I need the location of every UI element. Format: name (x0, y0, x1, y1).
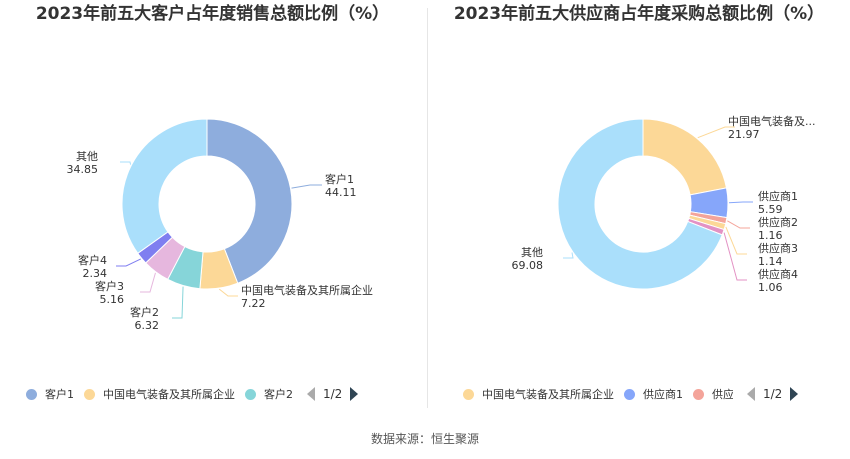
legend-label: 中国电气装备及其所属企业 (482, 388, 614, 401)
legend-marker (463, 388, 474, 400)
chart-title: 2023年前五大供应商占年度采购总额比例（%） (453, 4, 825, 24)
supplier-chart-panel: 2023年前五大供应商占年度采购总额比例（%） 中国电气装备及... 21.97 供… (425, 0, 850, 415)
legend-page-indicator: 1/2 (323, 387, 343, 401)
data-source-note: 数据来源：恒生聚源 (370, 432, 479, 446)
leader-line (172, 286, 184, 319)
legend-label: 客户2 (264, 388, 293, 401)
legend-item[interactable]: 中国电气装备及其所属企业 (84, 386, 235, 402)
slice-value-label: 21.97 (728, 128, 760, 141)
legend-item[interactable]: 供应商1 (624, 386, 683, 402)
slice-label: 供应商4 (758, 267, 798, 281)
slice-value-label: 34.85 (67, 163, 99, 176)
leader-line (120, 161, 132, 165)
slice-label: 中国电气装备及... (728, 114, 816, 128)
leader-line (727, 220, 750, 229)
leader-line (218, 288, 238, 297)
panel-divider (427, 8, 428, 408)
leader-line (563, 252, 574, 259)
legend-label: 供应商2 (712, 388, 733, 401)
leader-line (116, 258, 142, 267)
leader-line (725, 226, 747, 255)
legend-pager: 1/2 (307, 387, 359, 401)
legend-item[interactable]: 中国电气装备及其所属企业 (463, 386, 614, 402)
legend-item[interactable]: 供应商2 (693, 386, 733, 402)
slice-value-label: 6.32 (135, 319, 160, 332)
legend-label: 中国电气装备及其所属企业 (103, 388, 235, 401)
legend-label: 供应商1 (643, 388, 683, 401)
customer-chart-panel: 2023年前五大客户占年度销售总额比例（%） 客户1 44.11 中国电气装备及其所… (0, 0, 425, 415)
leader-line (723, 232, 747, 281)
slice-value-label: 69.08 (512, 259, 544, 272)
chart-title: 2023年前五大客户占年度销售总额比例（%） (35, 4, 390, 24)
donut-slice[interactable] (206, 118, 293, 284)
prev-page-icon[interactable] (307, 387, 315, 401)
donut-slice[interactable] (121, 118, 208, 255)
legend-item[interactable]: 客户1 (26, 386, 74, 402)
next-page-icon[interactable] (790, 387, 799, 401)
chart-legend: 中国电气装备及其所属企业 供应商1 供应商2 1/2 (463, 384, 799, 404)
slice-label: 中国电气装备及其所属企业 (241, 283, 373, 297)
leader-line (697, 126, 735, 139)
leader-line (728, 201, 753, 204)
legend-page-indicator: 1/2 (763, 387, 783, 401)
legend-item[interactable]: 客户2 (245, 386, 293, 402)
legend-marker (84, 388, 95, 400)
leader-line (140, 272, 156, 293)
legend-marker (624, 388, 635, 400)
prev-page-icon[interactable] (747, 387, 755, 401)
chart-legend: 客户1 中国电气装备及其所属企业 客户2 1/2 (26, 384, 359, 404)
slice-value-label: 7.22 (241, 297, 266, 310)
slice-value-label: 5.16 (100, 293, 125, 306)
slice-value-label: 1.14 (758, 255, 783, 268)
slice-value-label: 2.34 (83, 267, 108, 280)
slice-label: 客户2 (130, 305, 159, 319)
slice-label: 客户4 (78, 253, 107, 267)
slice-label: 供应商3 (758, 241, 798, 255)
legend-marker (245, 388, 256, 400)
slice-label: 供应商2 (758, 215, 798, 229)
slice-label: 客户3 (95, 279, 124, 293)
slice-value-label: 1.16 (758, 229, 783, 242)
legend-label: 客户1 (45, 388, 74, 401)
leader-line (291, 184, 322, 189)
legend-marker (693, 388, 704, 400)
slice-label: 其他 (76, 150, 98, 163)
slice-label: 客户1 (325, 172, 354, 186)
donut-slice[interactable] (557, 118, 723, 290)
slice-value-label: 44.11 (325, 186, 357, 199)
donut-slice[interactable] (642, 118, 728, 196)
slice-label: 供应商1 (758, 189, 798, 203)
slice-value-label: 5.59 (758, 203, 783, 216)
slice-value-label: 1.06 (758, 281, 783, 294)
next-page-icon[interactable] (350, 387, 359, 401)
legend-marker (26, 388, 37, 400)
slice-label: 其他 (521, 246, 543, 259)
legend-pager: 1/2 (747, 387, 799, 401)
supplier-donut-chart: 中国电气装备及...21.97 供应商15.59供应商21.16供应商31.14供… (512, 114, 816, 294)
